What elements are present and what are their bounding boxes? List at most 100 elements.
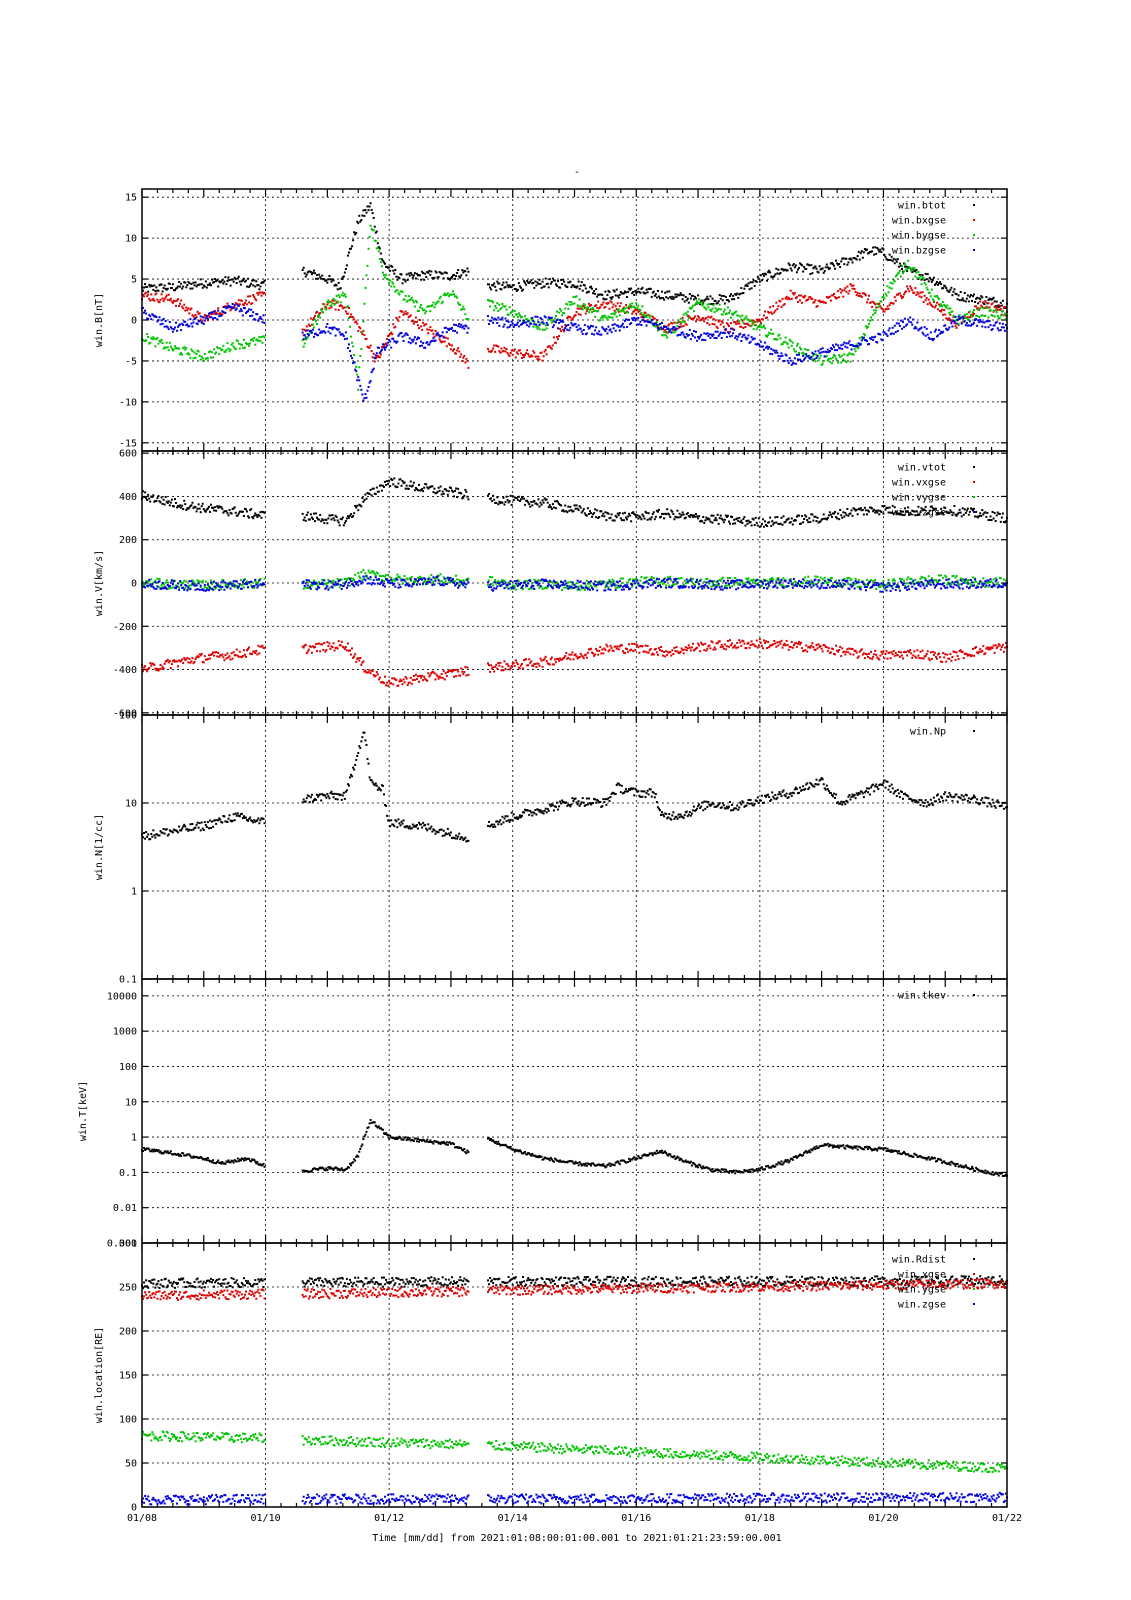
data-point (183, 657, 186, 660)
data-point (695, 513, 698, 516)
data-point (841, 289, 844, 292)
data-point (847, 514, 850, 517)
data-point (508, 354, 511, 357)
data-point (935, 657, 938, 660)
data-point (724, 648, 727, 651)
data-point (363, 397, 366, 400)
data-point (744, 284, 747, 287)
data-point (916, 649, 919, 652)
data-point (585, 656, 588, 659)
data-point (229, 348, 232, 351)
data-point (186, 284, 189, 287)
data-point (879, 509, 882, 512)
data-point (384, 343, 387, 346)
data-point (462, 496, 465, 499)
data-point (820, 267, 823, 270)
data-point (428, 305, 431, 308)
data-point (237, 304, 240, 307)
data-point (965, 509, 968, 512)
data-point (508, 325, 511, 328)
data-point (807, 348, 810, 351)
data-point (892, 512, 895, 515)
data-point (460, 353, 463, 356)
data-point (978, 514, 981, 517)
data-point (963, 313, 966, 316)
data-point (526, 349, 529, 352)
data-point (460, 323, 463, 326)
data-point (951, 325, 954, 328)
data-point (693, 315, 696, 318)
data-point (580, 330, 583, 333)
data-point (657, 647, 660, 650)
data-point (794, 519, 797, 522)
data-point (888, 327, 891, 330)
data-point (823, 301, 826, 304)
data-point (850, 509, 853, 512)
data-point (778, 333, 781, 336)
data-point (699, 520, 702, 523)
data-point (570, 286, 573, 289)
data-point (311, 271, 314, 274)
data-point (179, 323, 182, 326)
data-point (825, 518, 828, 521)
data-point (312, 269, 315, 272)
data-point (993, 300, 996, 303)
data-point (549, 346, 552, 349)
data-point (970, 313, 973, 316)
data-point (618, 293, 621, 296)
data-point (495, 663, 498, 666)
data-point (407, 341, 410, 344)
data-point (570, 322, 573, 325)
data-point (362, 329, 365, 332)
data-point (671, 331, 674, 334)
data-point (151, 495, 154, 498)
data-point (781, 523, 784, 526)
data-point (201, 316, 204, 319)
data-point (166, 658, 169, 661)
data-point (181, 305, 184, 308)
data-point (414, 673, 417, 676)
data-point (409, 480, 412, 483)
data-point (630, 520, 633, 523)
data-point (954, 315, 957, 318)
data-point (322, 303, 325, 306)
data-point (525, 318, 528, 321)
data-point (420, 325, 423, 328)
data-point (432, 491, 435, 494)
data-point (607, 512, 610, 515)
data-point (871, 318, 874, 321)
data-point (1000, 310, 1003, 313)
data-point (448, 670, 451, 673)
data-point (329, 304, 332, 307)
data-point (516, 498, 519, 501)
data-point (216, 312, 219, 315)
data-point (817, 349, 820, 352)
data-point (399, 273, 402, 276)
data-point (687, 644, 690, 647)
data-point (863, 293, 866, 296)
data-point (552, 324, 555, 327)
data-point (456, 271, 459, 274)
data-point (600, 652, 603, 655)
data-point (415, 488, 418, 491)
data-point (911, 269, 914, 272)
data-point (533, 500, 536, 503)
data-point (197, 320, 200, 323)
data-point (334, 283, 337, 286)
data-point (676, 509, 679, 512)
data-point (332, 642, 335, 645)
data-point (569, 658, 572, 661)
data-point (957, 657, 960, 660)
data-point (551, 320, 554, 323)
data-point (432, 332, 435, 335)
data-point (627, 306, 630, 309)
data-point (887, 652, 890, 655)
data-point (847, 353, 850, 356)
data-point (431, 304, 434, 307)
data-point (773, 521, 776, 524)
data-point (803, 265, 806, 268)
data-point (562, 320, 565, 323)
data-point (343, 648, 346, 651)
data-point (316, 650, 319, 653)
data-point (355, 370, 358, 373)
